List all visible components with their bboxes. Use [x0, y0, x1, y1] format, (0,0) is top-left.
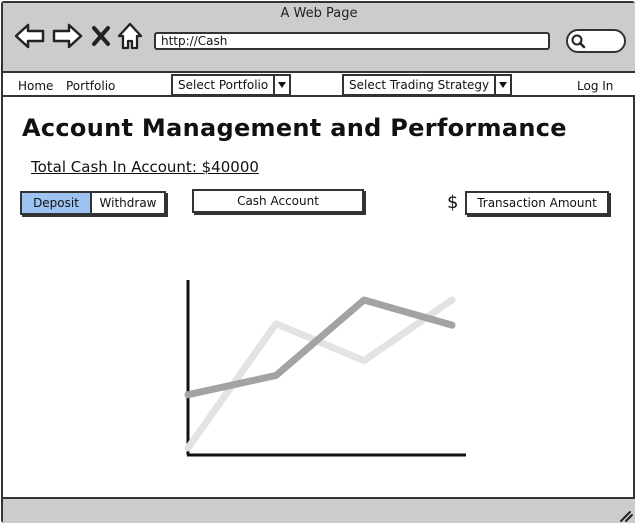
cash-account-button[interactable]: Cash Account	[192, 189, 364, 213]
select-portfolio-label: Select Portfolio	[178, 78, 269, 92]
deposit-button[interactable]: Deposit	[22, 193, 92, 213]
login-link[interactable]: Log In	[577, 79, 614, 93]
select-portfolio-dropdown[interactable]: Select Portfolio	[171, 74, 291, 96]
search-icon	[571, 34, 586, 49]
nav-menubar	[3, 73, 635, 97]
search-field[interactable]	[566, 29, 626, 53]
deposit-withdraw-toggle: Deposit Withdraw	[20, 191, 166, 215]
currency-symbol: $	[447, 192, 459, 213]
window-title: A Web Page	[280, 6, 358, 21]
url-input[interactable]: http://Cash	[154, 32, 550, 50]
home-icon[interactable]	[117, 22, 143, 52]
chart-series-line-2	[184, 296, 456, 452]
page-title: Account Management and Performance	[22, 114, 567, 142]
resize-grip-icon[interactable]	[618, 509, 634, 523]
nav-portfolio-link[interactable]: Portfolio	[66, 79, 116, 93]
chevron-down-icon	[273, 76, 289, 94]
select-strategy-label: Select Trading Strategy	[349, 78, 490, 92]
forward-arrow-icon[interactable]	[51, 22, 83, 50]
chart-series-line-1	[184, 296, 456, 399]
performance-line-chart	[184, 280, 466, 457]
back-arrow-icon[interactable]	[14, 22, 46, 50]
chevron-down-icon	[494, 76, 510, 94]
total-cash-link[interactable]: Total Cash In Account: $40000	[31, 158, 259, 176]
withdraw-button[interactable]: Withdraw	[92, 193, 164, 213]
select-trading-strategy-dropdown[interactable]: Select Trading Strategy	[342, 74, 512, 96]
close-x-icon[interactable]	[91, 22, 111, 50]
transaction-amount-input[interactable]: Transaction Amount	[465, 191, 609, 215]
browser-statusbar	[3, 497, 635, 523]
nav-home-link[interactable]: Home	[18, 79, 54, 93]
